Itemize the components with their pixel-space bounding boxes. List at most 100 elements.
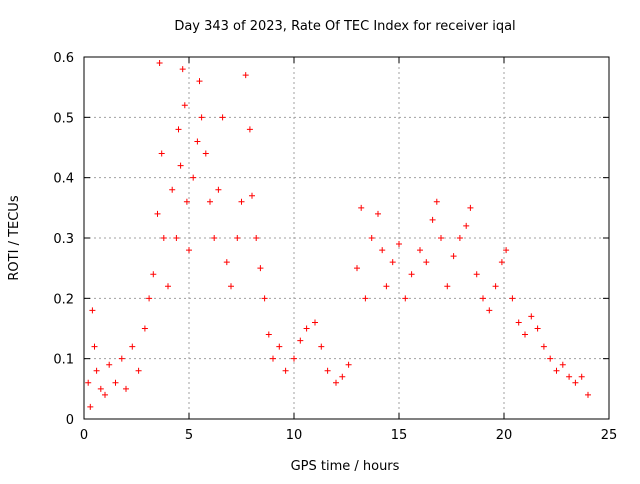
data-point — [379, 247, 386, 254]
data-point — [396, 241, 402, 248]
data-point — [438, 235, 444, 241]
data-point — [429, 216, 436, 223]
data-point — [253, 235, 260, 241]
data-point — [196, 78, 203, 85]
data-point — [202, 150, 209, 157]
data-point — [261, 295, 268, 302]
data-point — [257, 265, 264, 272]
data-point — [219, 114, 226, 121]
data-point — [375, 210, 381, 217]
data-point — [362, 295, 369, 302]
data-point — [169, 186, 176, 193]
data-point — [463, 222, 470, 229]
data-point — [534, 325, 541, 332]
y-tick-label: 0 — [66, 413, 74, 428]
data-point — [368, 235, 375, 241]
data-point — [118, 355, 125, 362]
y-axis-label: ROTI / TECUs — [7, 195, 22, 280]
data-point — [190, 174, 197, 181]
data-point — [158, 150, 165, 157]
x-axis-label: GPS time / hours — [291, 459, 400, 474]
tick-labels: 0 5 10 15 20 25 0 0.1 0.2 0.3 0.4 0.5 0.6 — [53, 51, 617, 443]
x-tick-label: 5 — [185, 428, 193, 443]
data-point — [467, 204, 474, 211]
data-point — [522, 331, 528, 338]
chart-title: Day 343 of 2023, Rate Of TEC Index for r… — [174, 19, 515, 34]
data-point — [303, 325, 310, 332]
data-point — [102, 391, 108, 398]
data-point — [211, 235, 218, 241]
data-point — [146, 295, 153, 302]
data-point — [408, 271, 415, 278]
data-point — [291, 355, 297, 362]
data-point — [324, 367, 331, 374]
data-point — [106, 361, 113, 368]
data-point — [417, 247, 423, 254]
data-point — [223, 259, 230, 266]
data-point — [249, 192, 255, 199]
x-tick-label: 15 — [391, 428, 408, 443]
data-point — [160, 235, 167, 241]
data-point — [444, 283, 451, 290]
data-point — [234, 235, 241, 241]
data-point — [503, 247, 510, 254]
y-tick-label: 0.3 — [53, 232, 74, 247]
data-point — [129, 343, 136, 350]
data-point — [141, 325, 148, 332]
data-point — [433, 198, 440, 205]
data-point — [572, 379, 579, 386]
data-point — [89, 307, 96, 314]
data-point — [383, 283, 390, 290]
data-point — [276, 343, 283, 350]
data-point — [358, 204, 365, 211]
y-tick-label: 0.6 — [53, 51, 74, 66]
data-point — [183, 198, 190, 205]
data-point — [339, 373, 346, 380]
data-point — [486, 307, 493, 314]
data-point — [515, 319, 522, 326]
data-point — [423, 259, 430, 266]
data-point — [528, 313, 535, 320]
data-point — [198, 114, 205, 121]
data-point — [473, 271, 480, 278]
data-point — [228, 283, 234, 290]
data-point — [559, 361, 566, 368]
y-tick-label: 0.4 — [53, 172, 74, 187]
data-point — [540, 343, 547, 350]
data-point — [85, 379, 92, 386]
data-point — [318, 343, 325, 350]
y-tick-label: 0.2 — [53, 292, 74, 307]
data-point — [402, 295, 409, 302]
data-point — [179, 66, 186, 73]
data-point — [389, 259, 396, 266]
data-point — [154, 210, 161, 217]
data-point — [246, 126, 253, 133]
data-point — [238, 198, 245, 205]
data-point — [135, 367, 142, 374]
axes — [83, 56, 610, 420]
data-point — [547, 355, 554, 362]
data-point — [123, 385, 129, 392]
data-point — [354, 265, 360, 272]
data-point — [553, 367, 560, 374]
data-point — [498, 259, 505, 266]
data-point — [456, 235, 463, 241]
y-tick-label: 0.1 — [53, 353, 74, 368]
data-point — [297, 337, 304, 344]
data-point — [585, 391, 591, 398]
data-point — [282, 367, 289, 374]
data-point — [242, 72, 249, 79]
data-point — [480, 295, 486, 302]
data-point — [265, 331, 272, 338]
data-point — [91, 343, 98, 350]
data-point — [186, 247, 192, 254]
data-point — [492, 283, 499, 290]
data-point — [87, 403, 94, 410]
data-point — [97, 385, 104, 392]
data-point — [165, 283, 171, 290]
data-point — [156, 60, 163, 67]
data-point — [215, 186, 222, 193]
data-point — [181, 102, 188, 109]
